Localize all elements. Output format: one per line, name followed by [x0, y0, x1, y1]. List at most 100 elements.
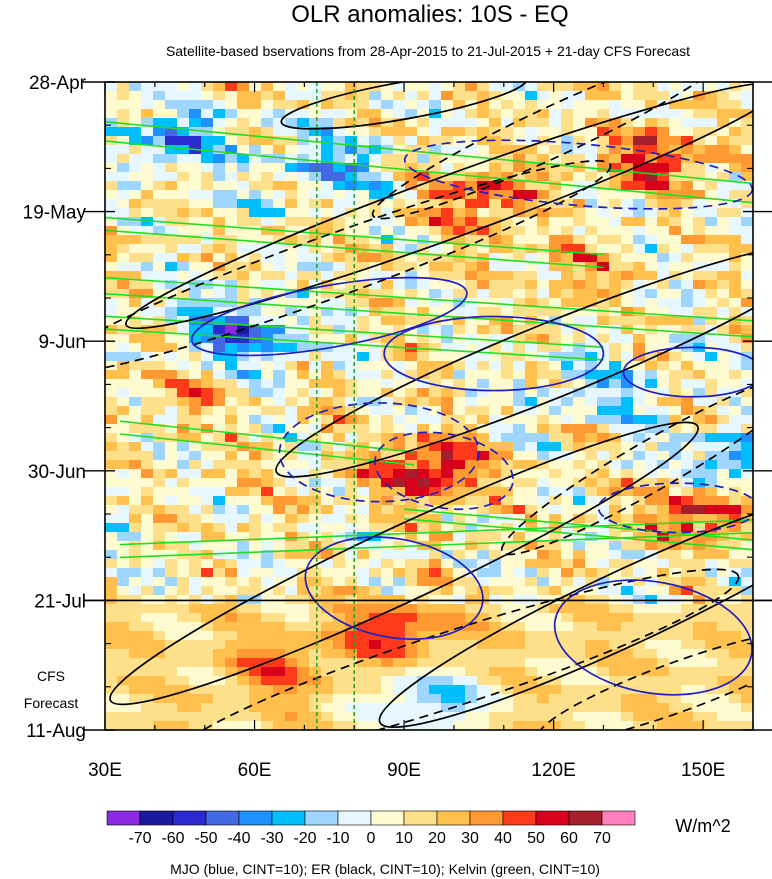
field-cell: [201, 154, 214, 164]
field-cell: [153, 622, 166, 632]
field-cell: [729, 460, 742, 470]
field-cell: [225, 271, 238, 281]
field-cell: [381, 604, 394, 614]
field-cell: [129, 622, 142, 632]
field-cell: [465, 154, 478, 164]
field-cell: [225, 406, 238, 416]
field-cell: [273, 163, 286, 173]
field-cell: [141, 100, 154, 110]
field-cell: [501, 91, 514, 101]
field-cell: [285, 433, 298, 443]
field-cell: [189, 172, 202, 182]
field-cell: [693, 685, 706, 695]
field-cell: [525, 334, 538, 344]
field-cell: [381, 658, 394, 668]
field-cell: [345, 676, 358, 686]
field-cell: [573, 91, 586, 101]
field-cell: [441, 253, 454, 263]
field-cell: [489, 298, 502, 308]
field-cell: [189, 478, 202, 488]
field-cell: [609, 181, 622, 191]
field-cell: [249, 82, 262, 92]
field-cell: [429, 514, 442, 524]
field-cell: [129, 676, 142, 686]
field-cell: [285, 361, 298, 371]
field-cell: [741, 523, 753, 533]
field-cell: [705, 100, 718, 110]
field-cell: [705, 505, 718, 515]
field-cell: [501, 217, 514, 227]
field-cell: [249, 604, 262, 614]
field-cell: [345, 649, 358, 659]
field-cell: [381, 460, 394, 470]
field-cell: [333, 469, 346, 479]
field-cell: [153, 406, 166, 416]
field-cell: [573, 523, 586, 533]
field-cell: [681, 460, 694, 470]
field-cell: [441, 298, 454, 308]
field-cell: [393, 649, 406, 659]
field-cell: [501, 532, 514, 542]
field-cell: [585, 406, 598, 416]
field-cell: [465, 280, 478, 290]
field-cell: [357, 541, 370, 551]
field-cell: [621, 532, 634, 542]
field-cell: [225, 316, 238, 326]
field-cell: [609, 244, 622, 254]
field-cell: [105, 145, 118, 155]
field-cell: [285, 91, 298, 101]
field-cell: [645, 676, 658, 686]
field-cell: [105, 631, 118, 641]
field-cell: [705, 136, 718, 146]
field-cell: [741, 721, 753, 730]
field-cell: [537, 604, 550, 614]
field-cell: [585, 721, 598, 730]
field-cell: [585, 118, 598, 128]
field-cell: [345, 316, 358, 326]
field-cell: [297, 442, 310, 452]
field-cell: [537, 478, 550, 488]
field-cell: [369, 442, 382, 452]
field-cell: [705, 379, 718, 389]
field-cell: [417, 208, 430, 218]
field-cell: [189, 397, 202, 407]
field-cell: [465, 199, 478, 209]
field-cell: [285, 253, 298, 263]
field-cell: [501, 604, 514, 614]
field-cell: [201, 442, 214, 452]
field-cell: [537, 298, 550, 308]
field-cell: [321, 289, 334, 299]
field-cell: [693, 145, 706, 155]
field-cell: [357, 649, 370, 659]
field-cell: [261, 163, 274, 173]
field-cell: [453, 559, 466, 569]
field-cell: [633, 631, 646, 641]
field-cell: [537, 262, 550, 272]
field-cell: [117, 181, 130, 191]
field-cell: [321, 172, 334, 182]
field-cell: [237, 451, 250, 461]
footer-caption: MJO (blue, CINT=10); ER (black, CINT=10)…: [170, 861, 600, 877]
field-cell: [525, 379, 538, 389]
field-cell: [597, 505, 610, 515]
field-cell: [465, 307, 478, 317]
field-cell: [669, 721, 682, 730]
field-cell: [441, 424, 454, 434]
field-cell: [105, 469, 118, 479]
field-cell: [225, 469, 238, 479]
field-cell: [153, 460, 166, 470]
field-cell: [489, 163, 502, 173]
field-cell: [489, 253, 502, 263]
field-cell: [273, 631, 286, 641]
field-cell: [549, 496, 562, 506]
field-cell: [345, 559, 358, 569]
field-cell: [381, 712, 394, 722]
field-cell: [501, 586, 514, 596]
field-cell: [285, 451, 298, 461]
field-cell: [333, 208, 346, 218]
field-cell: [165, 136, 178, 146]
field-cell: [417, 127, 430, 137]
field-cell: [609, 604, 622, 614]
field-cell: [657, 118, 670, 128]
field-cell: [345, 397, 358, 407]
